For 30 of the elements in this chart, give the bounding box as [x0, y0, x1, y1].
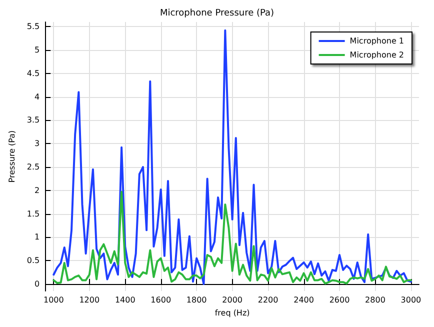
x-tick-label: 2400 [294, 296, 314, 304]
y-tick-label: 2.5 [26, 162, 40, 172]
y-tick-label: 3.5 [26, 116, 40, 125]
x-tick-label: 1400 [114, 296, 136, 304]
x-tick-label: 2000 [222, 296, 242, 304]
x-tick-label: 2600 [329, 296, 350, 304]
x-axis-title: freq (Hz) [214, 308, 250, 318]
y-tick-label: 4 [34, 92, 40, 102]
chart-title: Microphone Pressure (Pa) [160, 8, 274, 18]
y-tick-label: 3 [34, 139, 40, 148]
y-tick-label: 4.5 [26, 68, 40, 78]
legend-label: Microphone 2 [350, 50, 404, 60]
y-tick-label: 0 [34, 279, 40, 288]
x-tick-label: 1600 [150, 296, 172, 304]
x-tick-label: 1200 [79, 296, 100, 304]
y-tick-label: 5 [34, 46, 40, 55]
legend-label: Microphone 1 [350, 36, 404, 46]
y-tick-label: 2 [34, 186, 40, 195]
x-tick-label: 1000 [43, 296, 64, 304]
x-tick-label: 2200 [258, 296, 278, 304]
y-tick-label: 0.5 [26, 256, 40, 266]
y-axis-title: Pressure (Pa) [8, 130, 16, 183]
x-tick-label: 3000 [400, 296, 422, 304]
line-series [52, 190, 412, 285]
y-tick-label: 1 [34, 232, 40, 242]
x-tick-label: 1800 [186, 296, 207, 304]
y-tick-label: 5.5 [26, 22, 40, 32]
x-tick-label: 2800 [365, 296, 386, 304]
y-tick-label: 1.5 [26, 209, 40, 218]
line-series [52, 29, 412, 285]
